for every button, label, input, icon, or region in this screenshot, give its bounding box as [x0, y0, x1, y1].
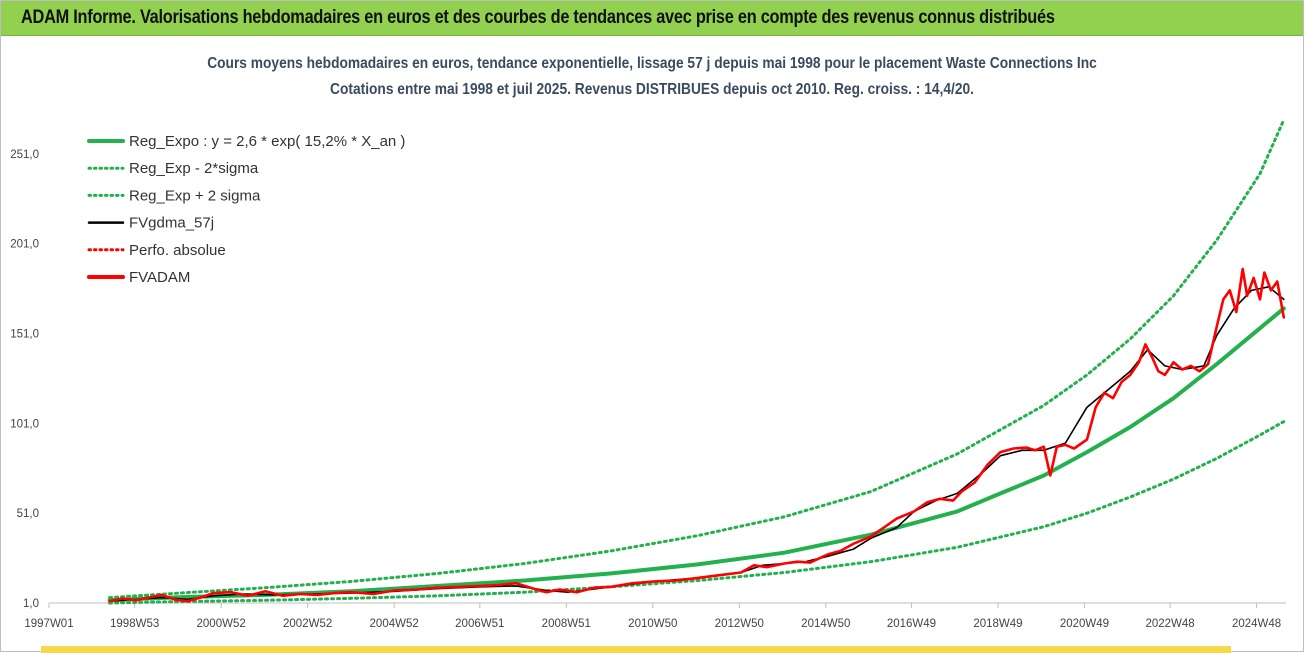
x-tick-label: 2004W52	[370, 618, 419, 630]
legend-item-perfo-absolue: Perfo. absolue	[87, 242, 226, 259]
legend-item-reg-exp-plus-2sigma: Reg_Exp + 2 sigma	[87, 187, 261, 204]
series-lines	[107, 118, 1286, 605]
x-tick-label: 2018W49	[973, 618, 1022, 630]
bottom-accent-bar	[41, 646, 1231, 653]
legend-label: Reg_Expo : y = 2,6 * exp( 15,2% * X_an )	[129, 133, 405, 150]
series-fvadam	[108, 267, 1286, 603]
x-tick-label: 1997W01	[24, 618, 73, 630]
chart-subtitle: Cotations entre mai 1998 et juil 2025. R…	[330, 81, 974, 98]
y-tick-label: 151,0	[10, 329, 39, 341]
legend-item-reg-exp-minus-2sigma: Reg_Exp - 2*sigma	[87, 160, 259, 177]
legend-item-fvadam: FVADAM	[87, 269, 190, 286]
series-fvgdma-57j	[108, 285, 1285, 603]
y-axis: 1,0 51,0 101,0 151,0 201,0 251,0	[10, 149, 39, 610]
x-tick-label: 2016W49	[887, 618, 936, 630]
legend-item-reg-expo: Reg_Expo : y = 2,6 * exp( 15,2% * X_an )	[87, 133, 405, 150]
series-reg-exp-minus-2sigma	[108, 420, 1286, 605]
y-tick-label: 251,0	[10, 149, 39, 161]
x-tick-label: 2000W52	[197, 618, 246, 630]
y-tick-label: 201,0	[10, 239, 39, 251]
report-banner: ADAM Informe. Valorisations hebdomadaire…	[1, 1, 1303, 36]
x-tick-label: 2002W52	[283, 618, 332, 630]
x-tick-label: 2014W50	[801, 618, 850, 630]
legend-item-fvgdma-57j: FVgdma_57j	[87, 215, 214, 232]
x-axis: 1997W01 1998W53 2000W52 2002W52 2004W52 2006W…	[24, 602, 1286, 630]
legend-label: FVADAM	[129, 269, 190, 286]
banner-title: ADAM Informe. Valorisations hebdomadaire…	[21, 7, 1055, 28]
legend: Reg_Expo : y = 2,6 * exp( 15,2% * X_an )…	[87, 133, 405, 286]
series-reg-expo	[107, 306, 1286, 603]
x-tick-label: 2020W49	[1060, 618, 1109, 630]
x-tick-label: 2006W51	[455, 618, 504, 630]
chart-title: Cours moyens hebdomadaires en euros, ten…	[207, 55, 1097, 72]
x-tick-label: 2012W50	[715, 618, 764, 630]
x-tick-label: 2008W51	[542, 618, 591, 630]
x-tick-label: 2022W48	[1145, 618, 1194, 630]
legend-label: FVgdma_57j	[129, 215, 214, 232]
x-tick-label: 2010W50	[628, 618, 677, 630]
series-reg-exp-plus-2sigma	[108, 118, 1286, 600]
y-tick-label: 1,0	[23, 598, 39, 610]
x-tick-label: 2024W48	[1232, 618, 1281, 630]
x-tick-label: 1998W53	[110, 618, 159, 630]
legend-label: Reg_Exp - 2*sigma	[129, 160, 259, 177]
legend-label: Perfo. absolue	[129, 242, 226, 259]
y-tick-label: 51,0	[17, 508, 39, 520]
y-tick-label: 101,0	[10, 418, 39, 430]
legend-label: Reg_Exp + 2 sigma	[129, 187, 261, 204]
